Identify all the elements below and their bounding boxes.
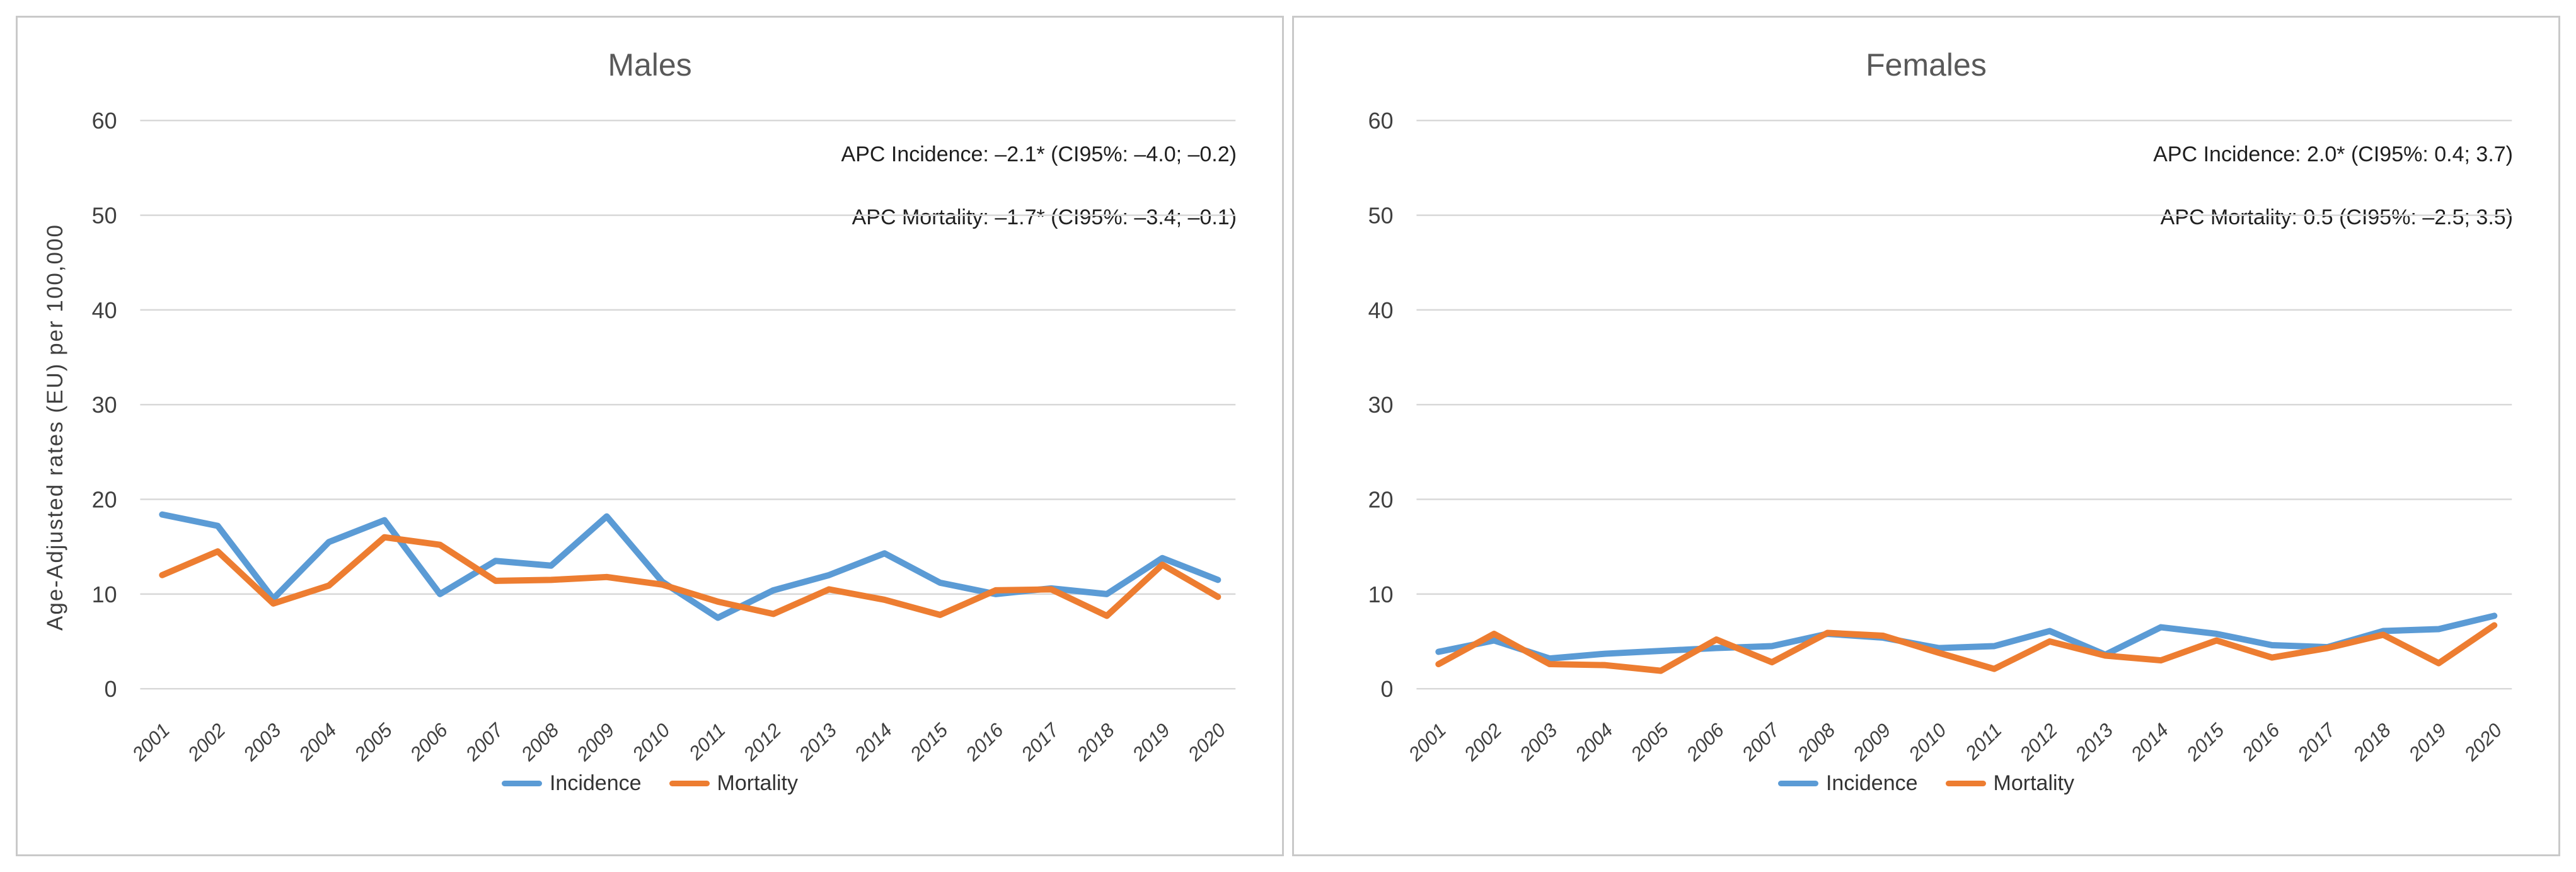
incidence-line-swatch: [501, 781, 542, 786]
x-tick-label: 2010: [628, 719, 674, 766]
legend-label-incidence: Incidence: [549, 771, 642, 795]
x-tick-label: 2014: [2126, 719, 2173, 766]
x-tick-label: 2007: [461, 718, 508, 766]
x-tick-label: 2001: [127, 719, 174, 766]
incidence-line: [1435, 612, 2498, 662]
legend-label-mortality: Mortality: [717, 771, 798, 795]
x-tick-label: 2001: [1404, 719, 1450, 766]
x-tick-label: 2019: [2404, 719, 2451, 766]
x-tick-label: 2008: [516, 719, 563, 766]
mortality-line: [159, 534, 1222, 619]
x-tick-label: 2002: [183, 719, 229, 766]
x-tick-label: 2018: [1072, 719, 1119, 766]
x-tick-label: 2016: [961, 719, 1008, 766]
y-tick-label: 0: [1381, 677, 1394, 702]
apc-annotations-males: APC Incidence: –2.1* (CI95%: –4.0; –0.2)…: [841, 132, 1237, 258]
legend-label-mortality: Mortality: [1993, 771, 2074, 795]
x-tick-label: 2002: [1459, 719, 1506, 766]
x-tick-label: 2005: [1626, 719, 1673, 766]
x-tick-label: 2015: [2181, 719, 2229, 766]
x-tick-label: 2010: [1904, 719, 1951, 766]
legend-item-mortality: Mortality: [669, 771, 798, 796]
x-tick-label: 2020: [1183, 719, 1230, 766]
x-tick-label: 2016: [2238, 719, 2285, 766]
y-tick-label: 60: [1368, 108, 1394, 134]
chart-title-males: Males: [608, 47, 692, 83]
y-tick-label: 20: [92, 488, 117, 513]
incidence-line: [159, 511, 1222, 621]
legend-label-incidence: Incidence: [1825, 771, 1918, 795]
y-tick-label: 0: [105, 677, 117, 702]
x-tick-label: 2012: [2015, 719, 2062, 766]
y-tick-label: 50: [1368, 204, 1394, 229]
y-tick-label: 40: [1368, 298, 1394, 323]
y-tick-label: 30: [92, 393, 117, 418]
incidence-line-swatch: [1777, 781, 1818, 786]
mortality-line-swatch: [1945, 781, 1986, 786]
mortality-line-swatch: [669, 781, 710, 786]
legend-females: Incidence Mortality: [1294, 771, 2558, 796]
legend-item-incidence: Incidence: [1777, 771, 1918, 796]
y-tick-label: 10: [1368, 582, 1394, 607]
apc-annotations-females: APC Incidence: 2.0* (CI95%: 0.4; 3.7) AP…: [2153, 132, 2513, 258]
x-tick-label: 2015: [905, 719, 952, 766]
x-tick-label: 2017: [2293, 718, 2340, 766]
x-tick-label: 2006: [405, 719, 453, 766]
legend-item-mortality: Mortality: [1945, 771, 2074, 796]
y-tick-label: 10: [92, 582, 117, 607]
x-tick-label: 2018: [2348, 719, 2395, 766]
x-tick-label: 2003: [1515, 719, 1561, 766]
apc-incidence-text: APC Incidence: –2.1* (CI95%: –4.0; –0.2): [841, 142, 1237, 166]
x-tick-label: 2019: [1128, 719, 1174, 766]
x-tick-label: 2013: [794, 719, 841, 766]
y-tick-label: 40: [92, 298, 117, 323]
x-tick-label: 2017: [1017, 718, 1064, 766]
females-chart-panel: Females APC Incidence: 2.0* (CI95%: 0.4;…: [1292, 16, 2560, 856]
x-tick-label: 2011: [1960, 719, 2006, 764]
legend-males: Incidence Mortality: [18, 771, 1282, 796]
x-tick-label: 2009: [572, 719, 618, 766]
x-tick-label: 2011: [684, 719, 729, 764]
y-tick-label: 50: [92, 204, 117, 229]
apc-incidence-text: APC Incidence: 2.0* (CI95%: 0.4; 3.7): [2153, 142, 2513, 166]
x-tick-label: 2008: [1793, 719, 1839, 766]
x-tick-label: 2013: [2071, 719, 2117, 766]
mortality-line: [1435, 622, 2498, 674]
x-tick-label: 2006: [1682, 719, 1729, 766]
x-tick-label: 2004: [1571, 719, 1617, 766]
x-tick-label: 2005: [350, 719, 397, 766]
chart-title-females: Females: [1866, 47, 1987, 83]
y-tick-label: 30: [1368, 393, 1394, 418]
x-tick-label: 2009: [1848, 719, 1895, 766]
x-tick-label: 2007: [1737, 718, 1784, 766]
males-chart-panel: Males APC Incidence: –2.1* (CI95%: –4.0;…: [16, 16, 1284, 856]
y-tick-label: 60: [92, 108, 117, 134]
x-tick-label: 2012: [739, 719, 785, 766]
x-tick-label: 2020: [2459, 719, 2506, 766]
x-tick-label: 2014: [850, 719, 896, 766]
apc-mortality-text: APC Mortality: –1.7* (CI95%: –3.4; –0.1): [852, 205, 1237, 229]
x-tick-label: 2003: [238, 719, 285, 766]
x-tick-label: 2004: [294, 719, 341, 766]
y-tick-label: 20: [1368, 488, 1394, 513]
apc-mortality-text: APC Mortality: 0.5 (CI95%: –2.5; 3.5): [2160, 205, 2513, 229]
legend-item-incidence: Incidence: [501, 771, 642, 796]
